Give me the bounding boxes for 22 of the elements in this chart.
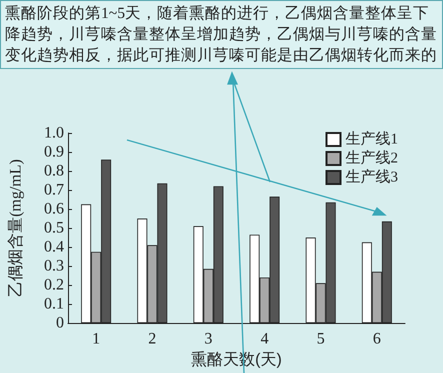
x-tick-label: 2 bbox=[148, 330, 156, 348]
y-tick-label: 0.6 bbox=[44, 200, 64, 218]
legend-label: 生产线1 bbox=[346, 130, 398, 148]
text: 熏酪阶段的第1~5天，随着熏酪的进行，乙偶烟含量整体呈下降趋势，川芎嗪含量整体呈增加趋势，乙偶烟与川芎嗪的含量变化趋势相反，据此可推测川芎嗪可能是由乙偶烟转化而来的 bbox=[5, 4, 438, 66]
x-tick-label: 5 bbox=[316, 330, 325, 348]
legend-label: 生产线3 bbox=[346, 168, 398, 186]
y-tick-label: 1.0 bbox=[44, 124, 64, 142]
y-tick-label: 0.5 bbox=[44, 220, 64, 237]
y-tick-label: 0.7 bbox=[44, 182, 64, 199]
x-tick-label: 1 bbox=[92, 330, 100, 348]
y-tick-label: 0.8 bbox=[44, 162, 64, 180]
y-tick-label: 0.3 bbox=[44, 258, 64, 275]
y-tick-label: 0.9 bbox=[44, 144, 64, 161]
x-tick-label: 6 bbox=[372, 330, 381, 348]
x-tick-label: 3 bbox=[204, 330, 212, 348]
y-tick-label: 0.4 bbox=[44, 238, 64, 256]
y-tick-label: 0.1 bbox=[44, 296, 64, 313]
legend-label: 生产线2 bbox=[346, 150, 398, 166]
x-tick-label: 4 bbox=[260, 330, 269, 348]
y-axis-title: 乙偶烟含量(mg/mL) bbox=[6, 159, 24, 297]
y-tick-label: 0 bbox=[56, 314, 64, 332]
y-tick-label: 0.2 bbox=[44, 276, 64, 294]
